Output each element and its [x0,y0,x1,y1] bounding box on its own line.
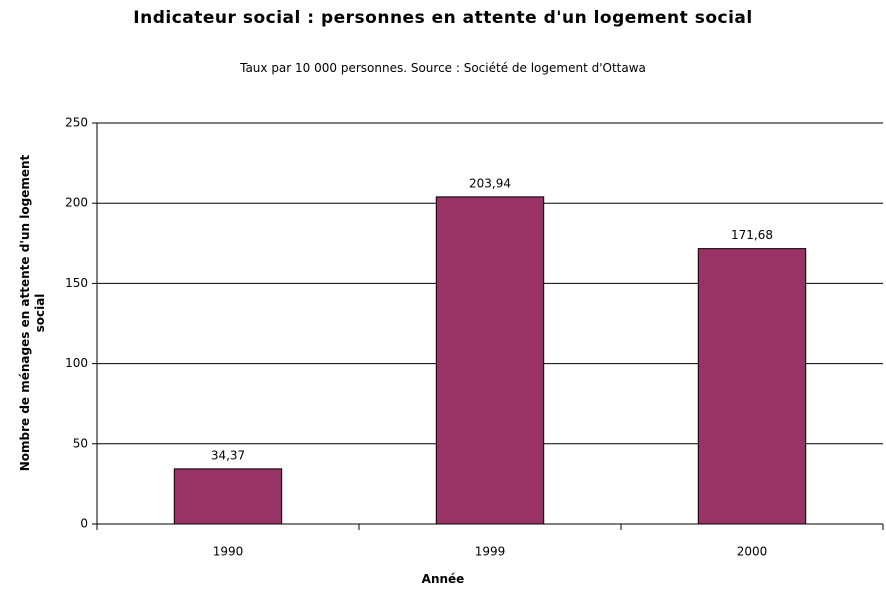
chart-subtitle: Taux par 10 000 personnes. Source : Soci… [240,61,646,75]
x-tick-label: 1990 [213,545,244,559]
data-label: 34,37 [211,448,245,462]
x-axis-label: Année [421,572,465,586]
bar [173,468,283,525]
data-label: 203,94 [469,176,511,190]
bar [697,248,807,525]
y-axis-label: Nombre de ménages en attente d'un logeme… [18,154,47,472]
y-tick-label: 0 [80,517,88,531]
bar [435,196,545,525]
y-tick-label: 100 [65,356,88,370]
data-label: 171,68 [731,228,773,242]
x-tick-label: 1999 [475,545,506,559]
x-tick-label: 2000 [737,545,768,559]
y-tick-label: 50 [73,436,88,450]
y-tick-label: 250 [65,116,88,130]
y-tick-label: 200 [65,196,88,210]
chart-title: Indicateur social : personnes en attente… [133,8,753,28]
y-tick-label: 150 [65,276,88,290]
